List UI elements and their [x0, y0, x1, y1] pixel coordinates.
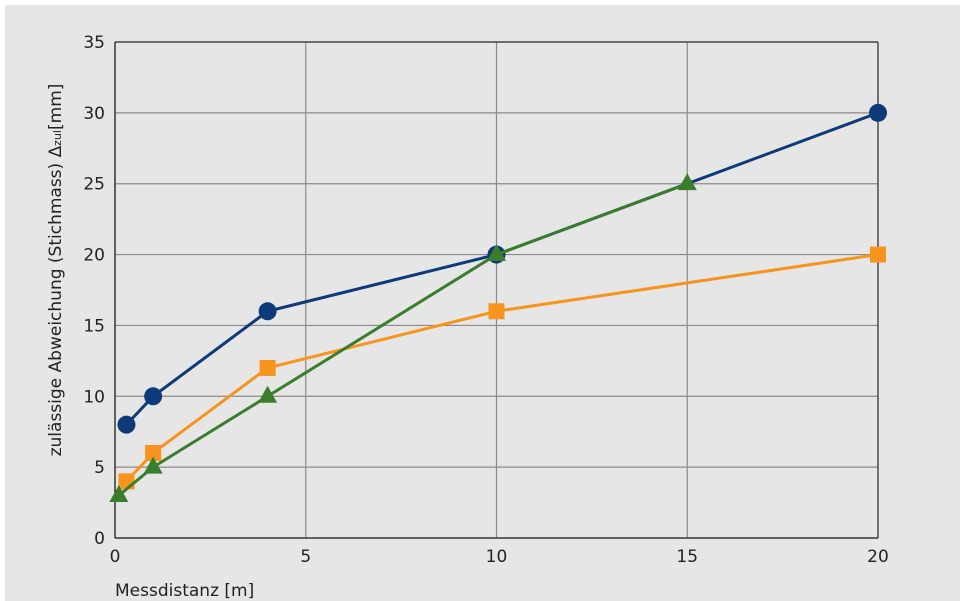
data-point-square [259, 359, 276, 376]
data-point-triangle [487, 244, 506, 262]
data-point-square [118, 473, 135, 490]
line-chart: 0 5 10 15 20 25 30 35 0 5 10 15 20 Messdistanz [m] z… [46, 33, 889, 601]
data-point-triangle [143, 456, 163, 474]
data-point-square [488, 303, 505, 320]
y-tick-label: 15 [83, 316, 105, 336]
y-axis-title-unit: [mm] [46, 84, 66, 130]
series-3 [109, 173, 697, 502]
x-axis-title: Messdistanz [m] [115, 581, 254, 601]
data-point-circle [144, 387, 163, 406]
tick-labels: 0 5 10 15 20 25 30 35 0 5 10 15 20 [83, 33, 888, 567]
data-point-square [145, 444, 162, 461]
y-tick-label: 0 [94, 529, 105, 549]
x-tick-label: 15 [676, 547, 698, 567]
x-tick-label: 20 [867, 547, 889, 567]
y-tick-label: 5 [94, 458, 105, 478]
x-tick-label: 10 [486, 547, 508, 567]
grid-lines [115, 41, 879, 538]
y-tick-label: 20 [83, 246, 105, 266]
y-tick-label: 25 [83, 175, 105, 195]
y-axis-title-main: zulässige Abweichung (Stichmass) Δ [46, 145, 66, 456]
data-point-circle [869, 103, 887, 122]
data-series [109, 103, 887, 502]
data-point-circle [117, 415, 136, 434]
data-point-triangle [677, 173, 697, 191]
y-tick-label: 35 [83, 33, 105, 53]
chart-panel: 0 5 10 15 20 25 30 35 0 5 10 15 20 Messdistanz [m] z… [5, 5, 960, 601]
axes [114, 41, 879, 539]
y-tick-label: 30 [83, 104, 105, 124]
y-axis-title-subscript: zul [51, 130, 64, 146]
series-2 [118, 246, 886, 490]
data-point-circle [258, 302, 277, 321]
data-point-square [870, 246, 886, 263]
y-axis-title: zulässige Abweichung (Stichmass) Δzul[mm… [46, 84, 66, 457]
data-point-triangle [109, 484, 129, 502]
data-point-triangle [258, 385, 278, 403]
x-tick-label: 0 [110, 547, 121, 567]
y-tick-label: 10 [83, 387, 105, 407]
x-tick-label: 5 [300, 547, 311, 567]
